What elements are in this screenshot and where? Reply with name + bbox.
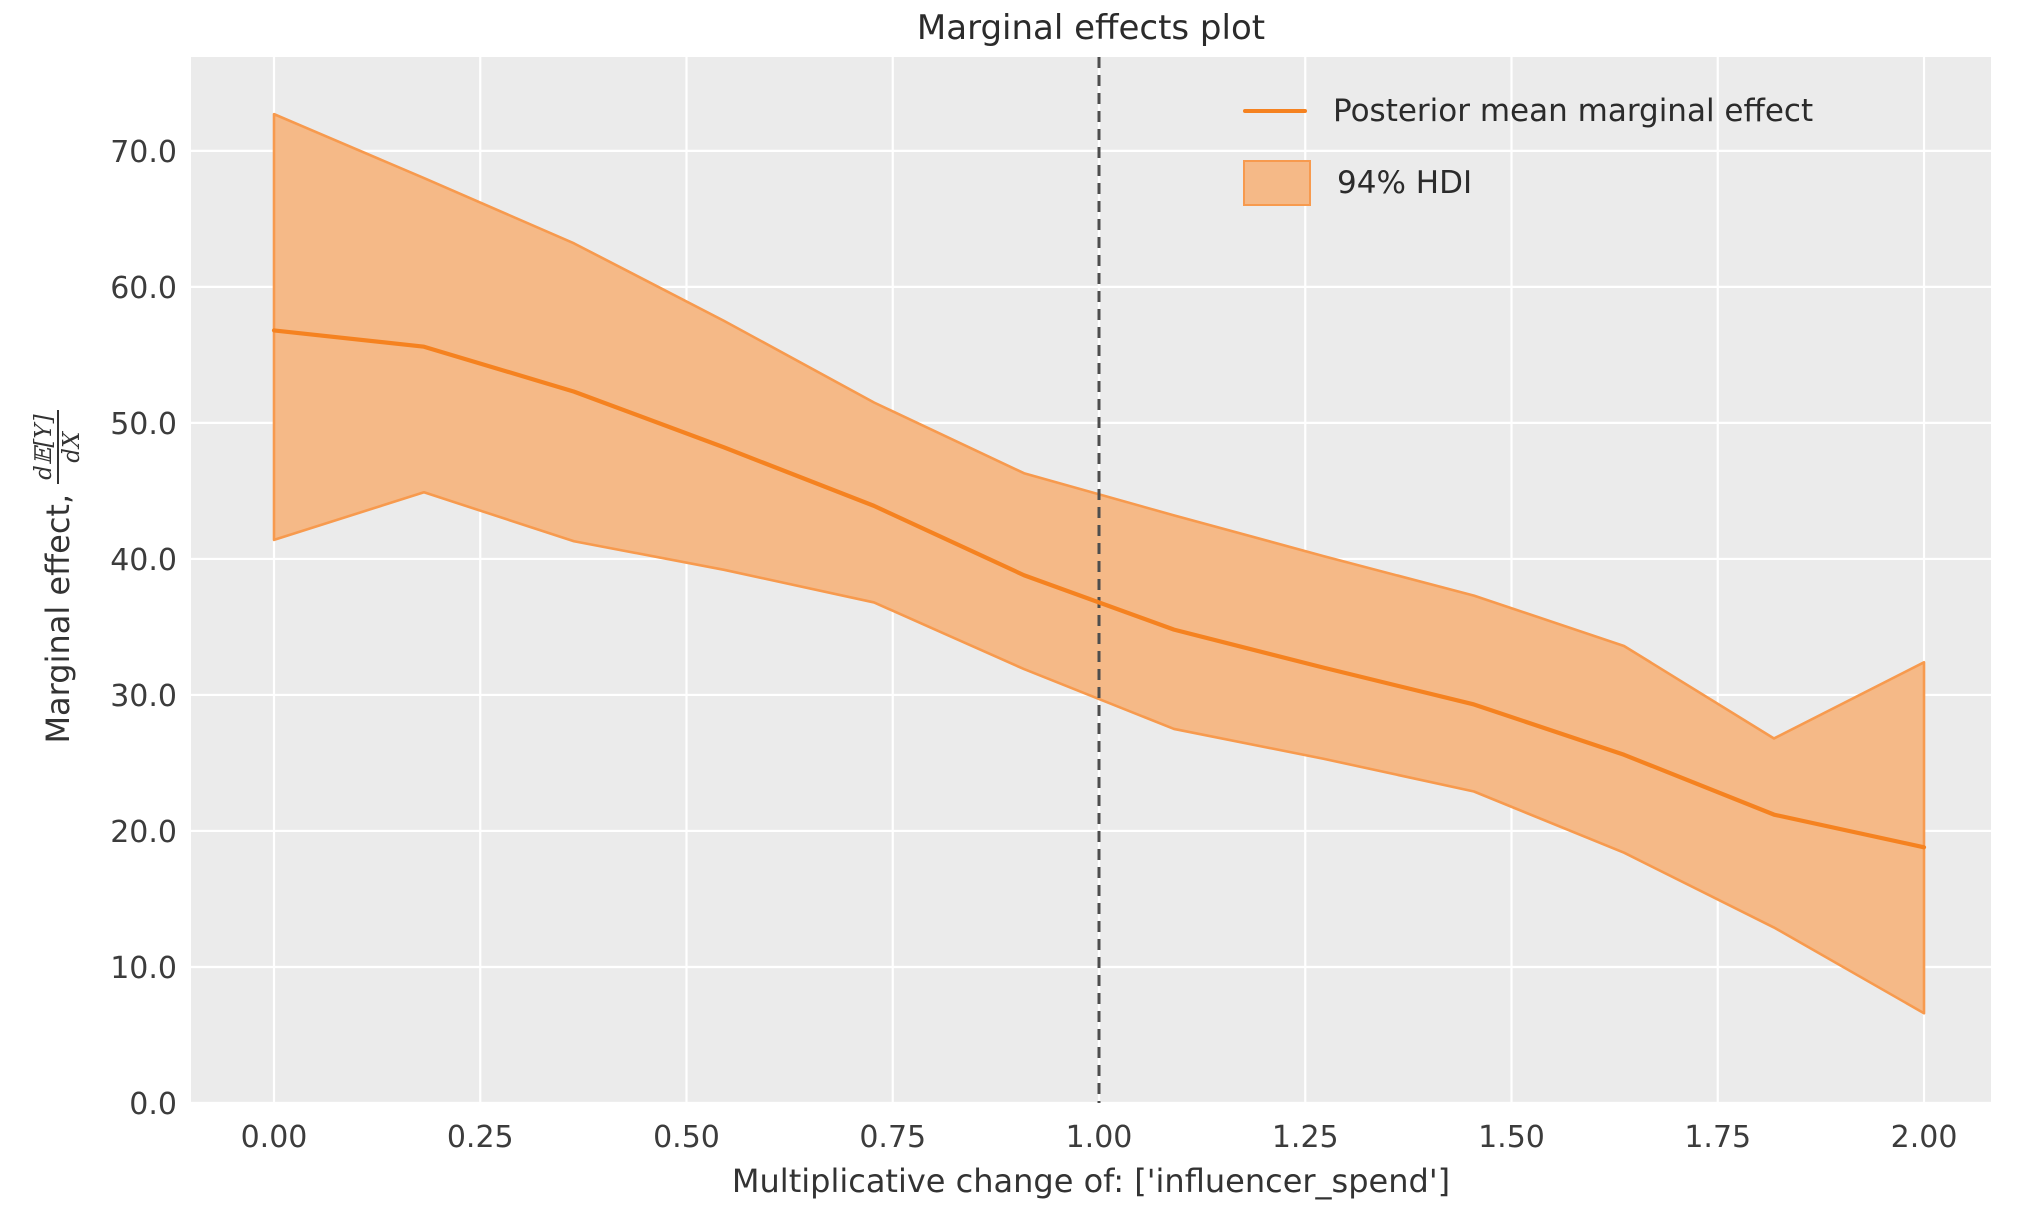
legend-item-mean: Posterior mean marginal effect: [1243, 83, 1813, 139]
posterior-mean-line: [271, 328, 1927, 850]
x-axis-label: Multiplicative change of: ['influencer_s…: [731, 1162, 1451, 1200]
x-tick-label: 0.75: [859, 1120, 926, 1155]
legend-item-hdi: 94% HDI: [1243, 155, 1813, 211]
y-tick-label: 10.0: [110, 951, 177, 986]
y-axis-label: Marginal effect, d𝔼[Y] dX: [26, 267, 90, 887]
y-tick-label: 60.0: [110, 271, 177, 306]
x-tick-label: 0.50: [653, 1120, 720, 1155]
x-tick-label: 1.00: [1066, 1120, 1133, 1155]
fraction-numerator: d𝔼[Y]: [31, 410, 59, 484]
y-axis-label-fraction: d𝔼[Y] dX: [31, 410, 85, 484]
y-tick-label: 40.0: [110, 543, 177, 578]
hdi-band-swatch: [1243, 160, 1311, 206]
x-tick-label: 1.50: [1478, 1120, 1545, 1155]
x-tick-label: 1.75: [1684, 1120, 1751, 1155]
y-tick-label: 0.0: [129, 1087, 177, 1122]
legend: Posterior mean marginal effect 94% HDI: [1243, 83, 1813, 211]
fraction-denominator: dX: [59, 431, 85, 463]
chart-title: Marginal effects plot: [916, 8, 1266, 48]
y-tick-label: 20.0: [110, 815, 177, 850]
x-tick-label: 0.25: [447, 1120, 514, 1155]
y-tick-label: 30.0: [110, 679, 177, 714]
y-axis-label-text: Marginal effect,: [39, 493, 77, 744]
y-tick-label: 70.0: [110, 135, 177, 170]
x-tick-label: 0.00: [241, 1120, 308, 1155]
mean-line-swatch: [1243, 109, 1307, 113]
x-tick-label: 1.25: [1272, 1120, 1339, 1155]
legend-label-mean: Posterior mean marginal effect: [1333, 93, 1814, 129]
legend-label-hdi: 94% HDI: [1337, 165, 1473, 201]
x-tick-label: 2.00: [1891, 1120, 1958, 1155]
y-tick-label: 50.0: [110, 407, 177, 442]
